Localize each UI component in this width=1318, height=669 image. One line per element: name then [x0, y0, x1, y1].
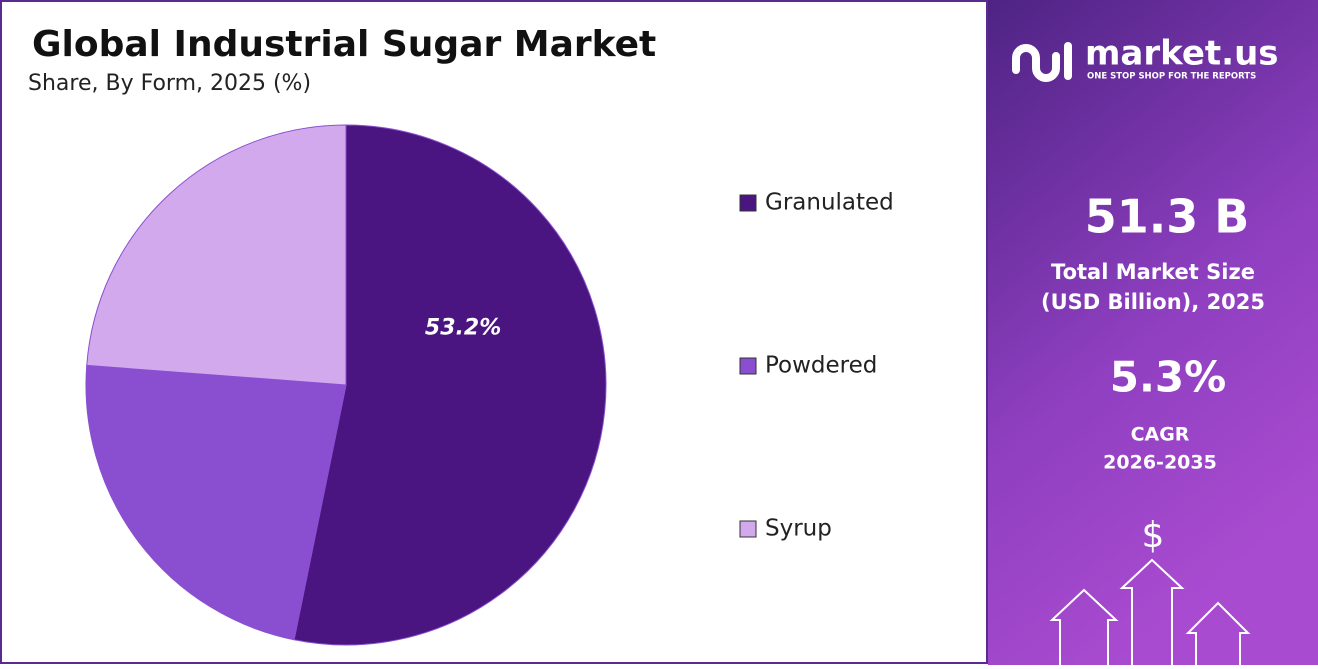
chart-subtitle: Share, By Form, 2025 (%)	[28, 71, 311, 96]
market-size: 51.3 B	[1085, 190, 1250, 244]
data-label: 53.2%	[425, 316, 501, 341]
pie-slice	[293, 124, 607, 646]
cagr-label: 2026-2035	[1103, 452, 1217, 474]
legend-swatch	[739, 357, 757, 375]
brand: market.us	[1085, 34, 1279, 74]
tagline: ONE STOP SHOP FOR THE REPORTS	[1087, 72, 1256, 82]
legend-label: Granulated	[765, 190, 894, 216]
legend-swatch	[739, 194, 757, 212]
legend: Granulated Powdered Syrup	[739, 190, 894, 542]
pie-slice	[86, 124, 347, 386]
legend-label: Powdered	[765, 353, 877, 379]
legend-label: Syrup	[765, 516, 832, 542]
pie: 53.2%	[85, 124, 607, 646]
chart-title: Global Industrial Sugar Market	[32, 24, 656, 65]
arrows-icon	[1049, 558, 1251, 665]
legend-swatch	[739, 520, 757, 538]
cagr-label: CAGR	[1131, 424, 1190, 446]
currency-icon: $	[1142, 515, 1165, 556]
logo-icon	[1012, 42, 1072, 82]
market-size-label: (USD Billion), 2025	[1041, 290, 1265, 314]
cagr: 5.3%	[1110, 353, 1226, 402]
side-panel	[988, 0, 1318, 665]
pie-slice	[85, 364, 347, 641]
market-size-label: Total Market Size	[1051, 260, 1255, 284]
